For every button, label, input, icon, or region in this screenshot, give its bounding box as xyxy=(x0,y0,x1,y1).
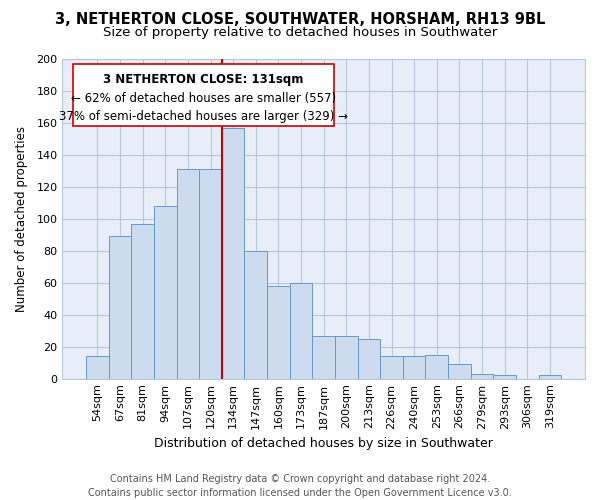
X-axis label: Distribution of detached houses by size in Southwater: Distribution of detached houses by size … xyxy=(154,437,493,450)
Text: ← 62% of detached houses are smaller (557): ← 62% of detached houses are smaller (55… xyxy=(71,92,336,104)
Bar xyxy=(222,128,244,378)
Bar xyxy=(154,206,176,378)
Bar xyxy=(267,286,290,378)
Text: 3, NETHERTON CLOSE, SOUTHWATER, HORSHAM, RH13 9BL: 3, NETHERTON CLOSE, SOUTHWATER, HORSHAM,… xyxy=(55,12,545,28)
Bar xyxy=(199,170,222,378)
Bar xyxy=(290,283,313,378)
Bar xyxy=(313,336,335,378)
Y-axis label: Number of detached properties: Number of detached properties xyxy=(15,126,28,312)
Bar xyxy=(109,236,131,378)
Bar xyxy=(539,376,561,378)
Text: Contains HM Land Registry data © Crown copyright and database right 2024.
Contai: Contains HM Land Registry data © Crown c… xyxy=(88,474,512,498)
Bar xyxy=(131,224,154,378)
Bar xyxy=(358,338,380,378)
Bar xyxy=(335,336,358,378)
Bar xyxy=(471,374,493,378)
Bar xyxy=(86,356,109,378)
Bar xyxy=(403,356,425,378)
Bar xyxy=(493,376,516,378)
Text: Size of property relative to detached houses in Southwater: Size of property relative to detached ho… xyxy=(103,26,497,39)
Bar xyxy=(425,354,448,378)
Bar xyxy=(176,170,199,378)
FancyBboxPatch shape xyxy=(73,64,334,126)
Text: 3 NETHERTON CLOSE: 131sqm: 3 NETHERTON CLOSE: 131sqm xyxy=(103,73,304,86)
Bar xyxy=(448,364,471,378)
Bar xyxy=(380,356,403,378)
Text: 37% of semi-detached houses are larger (329) →: 37% of semi-detached houses are larger (… xyxy=(59,110,348,124)
Bar xyxy=(244,251,267,378)
